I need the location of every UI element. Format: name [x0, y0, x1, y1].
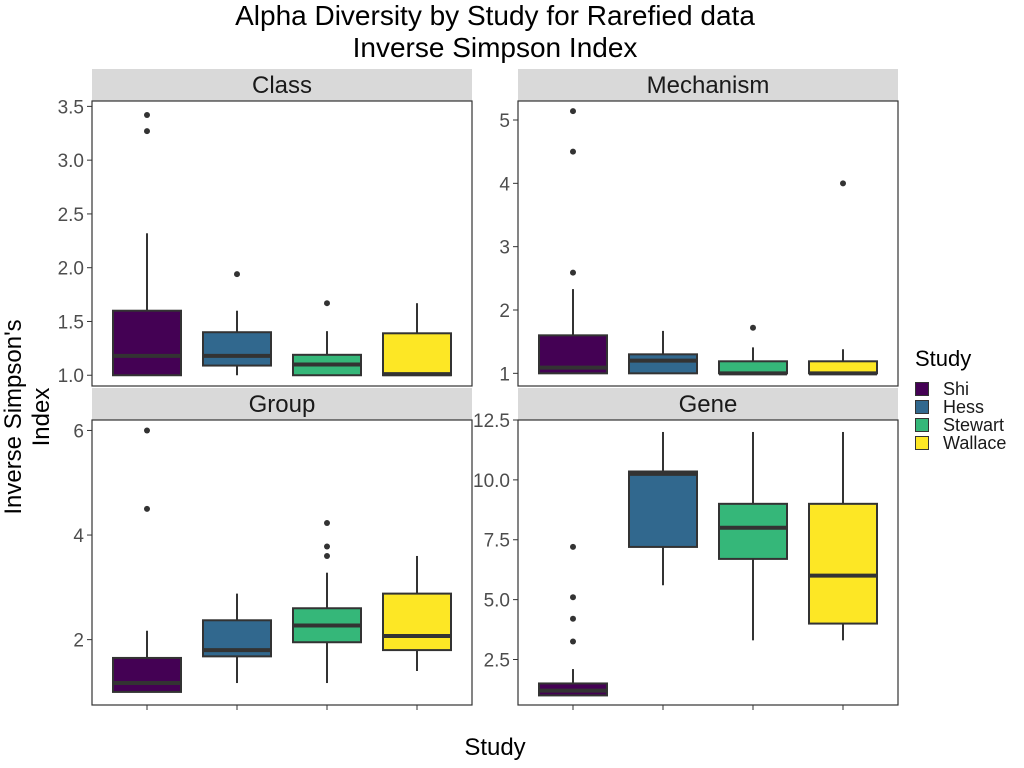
box-wallace: [808, 180, 878, 376]
y-tick-label: 7.5: [484, 531, 510, 552]
legend-items: Shi Hess Stewart Wallace: [915, 380, 1006, 452]
box-stewart: [292, 300, 362, 377]
outlier-point: [144, 111, 150, 118]
outlier-point: [144, 505, 150, 512]
facet-strip-label: Group: [249, 391, 316, 418]
chart-subtitle: Inverse Simpson Index: [352, 32, 638, 63]
facet-strip: [92, 388, 472, 420]
outlier-point: [234, 271, 240, 278]
outlier-point: [840, 180, 846, 187]
y-tick-label: 2: [499, 301, 510, 322]
y-tick-label: 5: [499, 111, 510, 132]
chart-title: Alpha Diversity by Study for Rarefied da…: [235, 0, 755, 31]
outlier-point: [324, 543, 330, 550]
box-body: [202, 331, 272, 367]
y-tick-label: 4: [499, 174, 510, 195]
outlier-point: [144, 128, 150, 135]
box-shi: [112, 111, 182, 377]
box-stewart: [718, 431, 788, 641]
y-tick-label: 2: [73, 631, 84, 652]
outlier-point: [570, 615, 576, 622]
box-hess: [202, 593, 272, 684]
facet-strip: [518, 388, 898, 420]
legend-swatch: [915, 436, 929, 450]
facet-strip-label: Gene: [679, 391, 738, 418]
outlier-point: [570, 269, 576, 276]
facet-strip-label: Class: [252, 72, 312, 99]
y-tick-label: 2.0: [58, 259, 84, 280]
outlier-point: [570, 543, 576, 550]
x-axis-label: Study: [464, 734, 526, 761]
y-tick-label: 12.5: [473, 411, 510, 432]
box-wallace: [382, 303, 452, 377]
outlier-point: [324, 520, 330, 527]
legend-item-stewart: Stewart: [915, 416, 1006, 434]
box-shi: [538, 543, 608, 697]
y-tick-label: 3.0: [58, 151, 84, 172]
legend-swatch: [915, 382, 929, 396]
box-body: [718, 502, 788, 560]
facet-strip: [518, 69, 898, 101]
legend-item-shi: Shi: [915, 380, 1006, 398]
facet-strip-label: Mechanism: [647, 72, 770, 99]
facet-panel-group: Group 2 4 6: [73, 388, 473, 710]
y-tick-label: 5.0: [484, 591, 510, 612]
y-tick-label: 3: [499, 238, 510, 259]
box-body: [382, 592, 452, 652]
box-body: [808, 502, 878, 625]
y-tick-label: 1.0: [58, 366, 84, 387]
y-tick-label: 2.5: [58, 205, 84, 226]
outlier-point: [570, 108, 576, 115]
box-body: [112, 656, 182, 693]
y-tick-label: 1.5: [58, 312, 84, 333]
y-tick-label: 1: [499, 364, 510, 385]
box-body: [628, 353, 698, 375]
legend-swatch: [915, 400, 929, 414]
box-wallace: [382, 555, 452, 672]
box-hess: [202, 271, 272, 376]
outlier-point: [324, 552, 330, 559]
y-tick-label: 10.0: [473, 471, 510, 492]
outlier-point: [750, 324, 756, 331]
y-tick-label: 3.5: [58, 97, 84, 118]
box-shi: [112, 427, 182, 693]
legend: Study Shi Hess Stewart Wallace: [915, 346, 1006, 452]
outlier-point: [570, 594, 576, 601]
facet-panel-gene: Gene 2.5 5.0 7.5 10.0 12.5: [473, 388, 899, 710]
outlier-point: [144, 427, 150, 434]
box-wallace: [808, 431, 878, 641]
outlier-point: [324, 300, 330, 307]
facet-strip: [92, 69, 472, 101]
legend-label: Hess: [943, 397, 985, 417]
legend-label: Shi: [943, 379, 970, 399]
box-body: [112, 309, 182, 377]
legend-title: Study: [915, 346, 972, 371]
legend-label: Wallace: [943, 433, 1007, 453]
box-body: [628, 470, 698, 548]
box-stewart: [718, 324, 788, 376]
legend-swatch: [915, 418, 929, 432]
legend-label: Stewart: [943, 415, 1005, 435]
facet-panel-class: Class 1.0 1.5 2.0 2.5 3.0 3.5: [58, 69, 473, 387]
y-tick-label: 2.5: [484, 650, 510, 671]
y-tick-label: 4: [73, 526, 84, 547]
y-tick-label: 6: [73, 421, 84, 442]
outlier-point: [570, 638, 576, 645]
box-body: [382, 332, 452, 377]
legend-item-wallace: Wallace: [915, 434, 1006, 452]
box-stewart: [292, 520, 362, 684]
outlier-point: [570, 148, 576, 155]
y-axis-label: Inverse Simpson's Index: [0, 319, 55, 515]
legend-item-hess: Hess: [915, 398, 1006, 416]
box-hess: [628, 431, 698, 586]
facet-panel-mechanism: Mechanism 1 2 3 4 5: [499, 69, 899, 387]
box-hess: [628, 330, 698, 375]
box-shi: [538, 108, 608, 375]
